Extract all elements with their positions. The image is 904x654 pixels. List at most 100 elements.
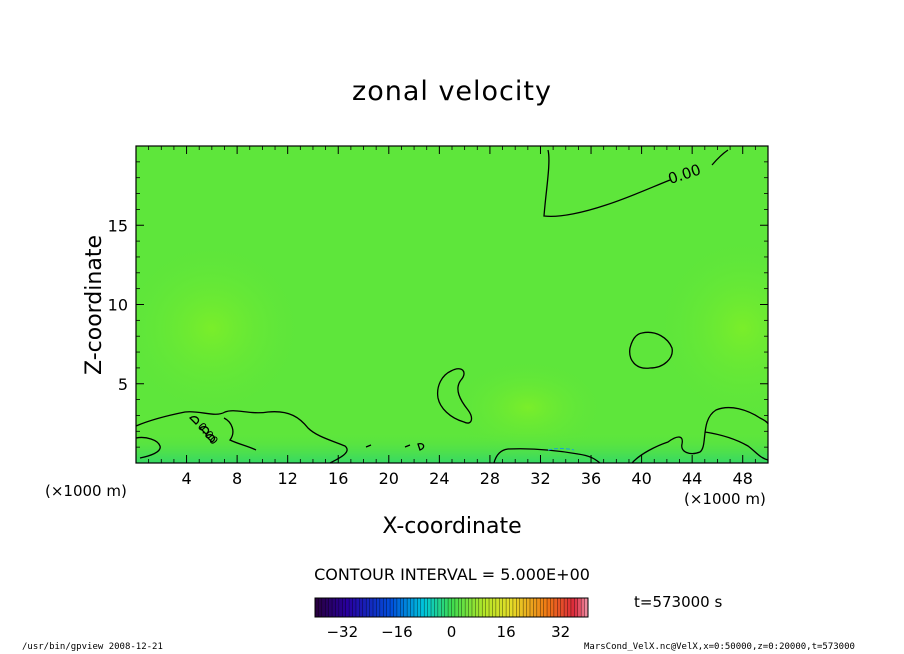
colorbar-cell: [369, 598, 374, 617]
colorbar-cell: [502, 598, 507, 617]
colorbar-cell: [540, 598, 545, 617]
x-tick-label: 12: [278, 469, 298, 488]
colorbar-cell: [581, 598, 586, 617]
colorbar-cell: [400, 598, 405, 617]
colorbar-cell: [536, 598, 541, 617]
colorbar-cell: [458, 598, 463, 617]
y-axis-label: Z-coordinate: [82, 235, 107, 375]
contour-line-top-right: [543, 149, 729, 218]
colorbar-cell: [338, 598, 343, 617]
colorbar-cell: [431, 598, 435, 617]
x-tick-label: 24: [429, 469, 449, 488]
colorbar-cell: [427, 598, 432, 617]
colorbar-cell: [526, 598, 531, 617]
colorbar-cell: [413, 598, 418, 617]
colorbar-cell: [533, 598, 538, 617]
colorbar-cell: [478, 598, 483, 617]
colorbar-cell: [321, 598, 326, 617]
x-tick-label: 16: [328, 469, 348, 488]
colorbar-cell: [403, 598, 408, 617]
colorbar-cell: [564, 598, 569, 617]
colorbar-cell: [529, 598, 534, 617]
colorbar-cell: [332, 598, 336, 617]
colorbar-cell: [352, 598, 357, 617]
z-tick-label: 10: [108, 296, 128, 315]
colorbar-cell: [386, 598, 391, 617]
colorbar-cell: [349, 598, 354, 617]
field-blob: [652, 233, 768, 424]
x-tick-label: 8: [232, 469, 242, 488]
colorbar-cell: [362, 598, 367, 617]
colorbar-cell: [509, 598, 514, 617]
colorbar-tick-label: 16: [497, 623, 516, 641]
colorbar-cell: [475, 598, 480, 617]
colorbar-cell: [543, 598, 548, 617]
contour-line-negative: [547, 448, 575, 451]
colorbar-cell: [379, 598, 384, 617]
colorbar-cell: [441, 598, 446, 617]
colorbar-cell: [420, 598, 425, 617]
contour-line-small-left: [188, 416, 257, 451]
colorbar-cell: [325, 598, 330, 617]
colorbar-cell: [410, 598, 415, 617]
colorbar-cell: [519, 598, 524, 617]
colorbar-cell: [318, 598, 323, 617]
colorbar-cell: [434, 598, 439, 617]
footer-right: MarsCond_VelX.nc@VelX,x=0:50000,z=0:2000…: [584, 642, 855, 652]
z-tick-label: 15: [108, 216, 128, 235]
colorbar-tick-label: 32: [551, 623, 570, 641]
colorbar-cell: [315, 598, 319, 617]
colorbar-cell: [465, 598, 470, 617]
colorbar-cell: [482, 598, 487, 617]
colorbar-cell: [396, 598, 401, 617]
colorbar-cell: [335, 598, 340, 617]
x-axis-label: X-coordinate: [382, 514, 522, 539]
colorbar-cell: [451, 598, 456, 617]
colorbar-cell: [342, 598, 347, 617]
colorbar-cell: [345, 598, 350, 617]
colorbar-cell: [499, 598, 504, 617]
colorbar-cell: [355, 598, 360, 617]
colorbar-cell: [560, 598, 565, 617]
colorbar-cell: [366, 598, 371, 617]
contour-line-closed-center: [436, 368, 473, 424]
contour-interval-note: CONTOUR INTERVAL = 5.000E+00: [314, 565, 590, 584]
colorbar-cell: [383, 598, 388, 617]
contour-line-specks: [365, 442, 425, 451]
x-tick-label: 40: [631, 469, 651, 488]
colorbar-cell: [495, 598, 500, 617]
x-tick-label: 4: [181, 469, 191, 488]
colorbar-cell: [523, 598, 528, 617]
x-tick-label: 20: [379, 469, 399, 488]
colorbar-tick-label: −32: [326, 623, 358, 641]
colorbar-cell: [437, 598, 442, 617]
colorbar-cell: [547, 598, 551, 617]
colorbar-cell: [516, 598, 521, 617]
colorbar-cell: [471, 598, 476, 617]
x-tick-label: 44: [682, 469, 702, 488]
colorbar-cell: [454, 598, 459, 617]
colorbar-cell: [567, 598, 572, 617]
colorbar-cell: [577, 598, 582, 617]
field-blob: [136, 238, 307, 419]
colorbar-cell: [557, 598, 562, 617]
contour-line-bottom-left: [135, 410, 348, 464]
colorbar-cell: [448, 598, 452, 617]
contour-line-bottom-right: [631, 406, 769, 464]
contour-line-closed-right: [629, 331, 673, 369]
colorbar-cell: [417, 598, 422, 617]
field-shading: [136, 233, 768, 463]
colorbar-cell: [512, 598, 517, 617]
colorbar-cell: [506, 598, 511, 617]
z-tick-label: 5: [118, 375, 128, 394]
colorbar-cell: [359, 598, 364, 617]
colorbar-cell: [584, 598, 589, 617]
colorbar-cell: [570, 598, 575, 617]
x-unit-left: (×1000 m): [45, 482, 127, 500]
x-tick-label: 32: [530, 469, 550, 488]
colorbar-tick-label: −16: [381, 623, 413, 641]
field-low-band: [136, 431, 768, 463]
x-tick-label: 48: [733, 469, 753, 488]
colorbar-frame: [314, 597, 589, 618]
